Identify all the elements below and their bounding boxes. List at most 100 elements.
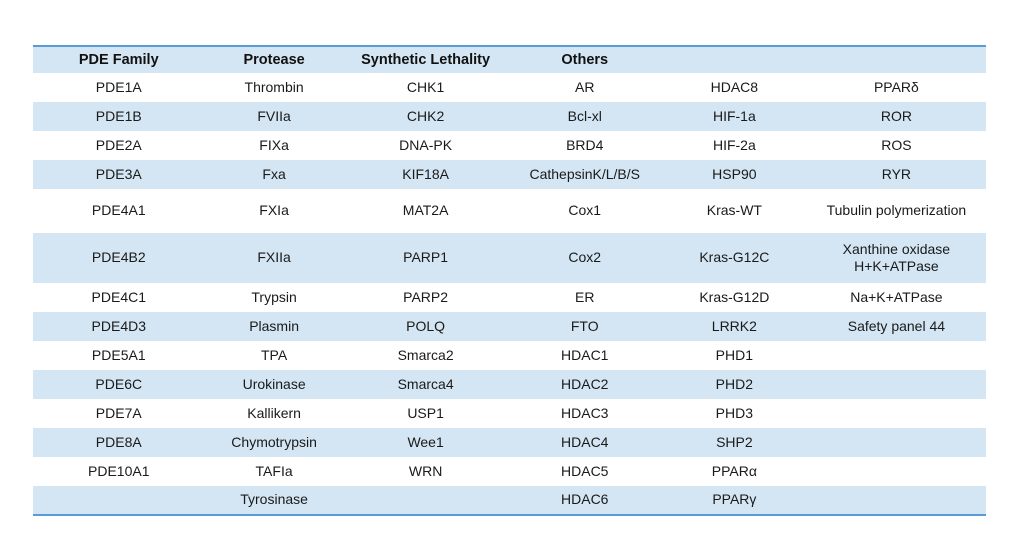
table-row: PDE3A Fxa KIF18A CathepsinK/L/B/S HSP90 RYR	[33, 160, 986, 189]
table-cell: Smarca4	[397, 375, 454, 392]
table-cell: PDE7A	[95, 404, 142, 421]
table-cell: HIF-2a	[712, 136, 756, 153]
table-cell: HDAC6	[561, 491, 609, 508]
table-cell: PDE4B2	[91, 249, 146, 266]
table-cell: PPARα	[711, 462, 757, 479]
table-cell: PDE4D3	[91, 317, 146, 334]
table-cell: AR	[575, 78, 595, 95]
table-cell	[33, 486, 205, 515]
table-row: PDE1B FVIIa CHK2 Bcl-xl HIF-1a ROR	[33, 102, 986, 131]
column-header-pde-family: PDE Family	[78, 52, 159, 68]
table-cell: Urokinase	[242, 375, 306, 392]
table-cell: FVIIa	[257, 107, 291, 124]
table-cell: CHK2	[406, 107, 445, 124]
table-cell	[807, 341, 986, 370]
table-cell: PDE8A	[95, 433, 142, 450]
table-cell: HDAC2	[561, 375, 609, 392]
table-cell: MAT2A	[402, 202, 449, 219]
table-row: PDE4A1 FXIa MAT2A Cox1 Kras-WT Tubulin polyme…	[33, 189, 986, 233]
table-cell: WRN	[408, 462, 443, 479]
table-cell: HDAC3	[561, 404, 609, 421]
table-cell: PPARγ	[712, 491, 757, 508]
table-cell: LRRK2	[711, 317, 757, 334]
table-cell	[807, 428, 986, 457]
table-cell: POLQ	[406, 317, 446, 334]
table-cell: PDE1A	[95, 78, 142, 95]
table-cell: HDAC5	[561, 462, 609, 479]
table-cell: Wee1	[407, 433, 444, 450]
table-cell: Fxa	[262, 165, 286, 182]
table-cell: TAFIa	[255, 462, 293, 479]
table-cell: HDAC8	[710, 78, 759, 95]
table-cell: SHP2	[716, 433, 753, 450]
table-cell: Cox2	[568, 249, 602, 266]
table-header: PDE Family Protease Synthetic Lethality …	[33, 46, 986, 73]
table-cell: Smarca2	[397, 346, 454, 363]
table-row: PDE4D3 Plasmin POLQ FTO LRRK2 Safety panel 44	[33, 312, 986, 341]
table-cell: PDE6C	[95, 375, 143, 392]
table-row: PDE5A1 TPA Smarca2 HDAC1 PHD1	[33, 341, 986, 370]
table-cell: Kras-G12C	[699, 249, 770, 266]
table-row: PDE1A Thrombin CHK1 AR HDAC8 PPARδ	[33, 73, 986, 102]
table-cell: Cox1	[568, 202, 602, 219]
table-cell	[807, 399, 986, 428]
table-row: PDE4C1 Trypsin PARP2 ER Kras-G12D Na+K+ATPase	[33, 283, 986, 312]
table-cell: USP1	[407, 404, 444, 421]
table-cell: PDE5A1	[91, 346, 146, 363]
target-table: PDE Family Protease Synthetic Lethality …	[33, 45, 986, 516]
table-cell: BRD4	[566, 136, 604, 153]
table-cell: ER	[575, 288, 595, 305]
column-header-empty-1	[662, 46, 807, 73]
table-cell: FXIIa	[257, 249, 291, 266]
table-cell: Trypsin	[251, 288, 297, 305]
column-header-protease: Protease	[243, 52, 305, 68]
table-row: PDE2A FIXa DNA-PK BRD4 HIF-2a ROS	[33, 131, 986, 160]
table-row: PDE7A Kallikern USP1 HDAC3 PHD3	[33, 399, 986, 428]
table-cell: Xanthine oxidase H+K+ATPase	[842, 240, 951, 275]
column-header-others: Others	[561, 52, 609, 68]
table-cell: PDE10A1	[88, 462, 150, 479]
table-cell: KIF18A	[402, 165, 449, 182]
header-row: PDE Family Protease Synthetic Lethality …	[33, 46, 986, 73]
table-cell: PDE4C1	[91, 288, 146, 305]
table-cell: CHK1	[406, 78, 445, 95]
table-cell: PARP2	[403, 288, 449, 305]
table-cell: PPARδ	[873, 78, 919, 95]
target-table-container: PDE Family Protease Synthetic Lethality …	[33, 45, 986, 516]
table-cell: FXIa	[259, 202, 289, 219]
table-cell: Chymotrypsin	[231, 433, 317, 450]
column-header-empty-2	[807, 46, 986, 73]
table-row: PDE6C Urokinase Smarca4 HDAC2 PHD2	[33, 370, 986, 399]
table-cell: Thrombin	[244, 78, 304, 95]
table-cell: PHD3	[715, 404, 754, 421]
table-cell: Bcl-xl	[567, 107, 602, 124]
table-cell: HSP90	[712, 165, 757, 182]
table-row: PDE10A1 TAFIa WRN HDAC5 PPARα	[33, 457, 986, 486]
table-cell: Tyrosinase	[240, 491, 308, 508]
table-cell: DNA-PK	[399, 136, 453, 153]
table-cell: Safety panel 44	[847, 317, 946, 334]
table-cell: PARP1	[403, 249, 449, 266]
table-cell: Kras-WT	[706, 202, 762, 219]
table-cell: HIF-1a	[712, 107, 756, 124]
table-cell: FIXa	[259, 136, 289, 153]
table-cell: HDAC4	[561, 433, 609, 450]
table-cell	[344, 486, 508, 515]
table-cell: Plasmin	[249, 317, 299, 334]
table-cell: ROR	[880, 107, 912, 124]
table-cell: PDE2A	[95, 136, 142, 153]
table-cell: HDAC1	[561, 346, 609, 363]
column-header-synthetic-lethality: Synthetic Lethality	[361, 52, 491, 68]
table-cell: CathepsinK/L/B/S	[529, 165, 640, 182]
table-cell	[807, 486, 986, 515]
table-row: PDE4B2 FXIIa PARP1 Cox2 Kras-G12C Xanthine ox…	[33, 233, 986, 283]
table-cell: Kras-G12D	[699, 288, 770, 305]
table-cell: PDE1B	[95, 107, 142, 124]
table-row: PDE8A Chymotrypsin Wee1 HDAC4 SHP2	[33, 428, 986, 457]
table-cell	[807, 457, 986, 486]
table-row: Tyrosinase HDAC6 PPARγ	[33, 486, 986, 515]
table-cell	[807, 370, 986, 399]
table-cell: RYR	[881, 165, 912, 182]
table-cell: TPA	[260, 346, 288, 363]
